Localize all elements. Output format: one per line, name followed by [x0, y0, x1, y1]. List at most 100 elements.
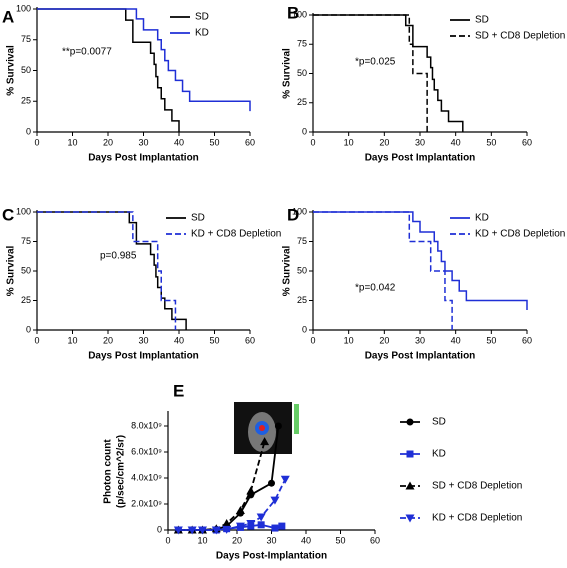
y-tick-label: 25 — [21, 96, 31, 106]
marker — [260, 437, 270, 446]
x-tick-label: 20 — [103, 137, 113, 147]
panel-letter: A — [2, 7, 14, 26]
x-tick-label: 60 — [522, 137, 532, 147]
x-tick-label: 10 — [197, 535, 207, 545]
y-tick-label: 50 — [297, 265, 307, 275]
marker — [222, 519, 232, 527]
x-axis-label: Days Post-Implantation — [216, 551, 327, 562]
marker — [235, 522, 245, 531]
x-axis-label: Days Post Implantation — [88, 351, 199, 362]
x-axis-label: Days Post Implantation — [365, 153, 476, 164]
annotation: *p=0.042 — [355, 283, 396, 294]
panel-letter: E — [173, 381, 184, 400]
marker — [274, 422, 282, 430]
x-tick-label: 40 — [174, 335, 184, 345]
legend-marker — [405, 481, 415, 490]
marker — [271, 524, 279, 532]
y-tick-label: 75 — [297, 236, 307, 246]
y-tick-label: 50 — [297, 68, 307, 78]
x-tick-label: 50 — [486, 137, 496, 147]
y-tick-label: 50 — [21, 65, 31, 75]
y-tick-label: 0 — [302, 126, 307, 136]
x-tick-label: 20 — [103, 335, 113, 345]
series-line — [313, 14, 464, 132]
marker — [280, 475, 290, 484]
legend-label: SD + CD8 Depletion — [475, 31, 565, 42]
marker — [246, 520, 256, 528]
series-line — [37, 211, 187, 330]
x-tick-label: 60 — [245, 335, 255, 345]
y-tick-label: 75 — [21, 236, 31, 246]
marker — [173, 526, 183, 535]
y-tick-label: 0 — [157, 524, 162, 534]
x-tick-label: 60 — [370, 535, 380, 545]
y-tick-label: 100 — [16, 206, 31, 216]
x-axis-label: Days Post Implantation — [365, 351, 476, 362]
panel-letter: B — [287, 3, 299, 22]
legend-label: SD — [191, 213, 205, 224]
y-tick-label: 0 — [302, 324, 307, 334]
x-tick-label: 10 — [344, 137, 354, 147]
marker — [222, 525, 232, 534]
x-tick-label: 0 — [165, 535, 170, 545]
y-tick-label: 75 — [297, 39, 307, 49]
x-tick-label: 10 — [67, 137, 77, 147]
y-tick-label: 100 — [292, 206, 307, 216]
marker — [211, 526, 221, 535]
panel-letter: D — [287, 205, 299, 224]
x-axis-label: Days Post Implantation — [88, 153, 199, 164]
y-tick-label: 100 — [292, 9, 307, 19]
x-tick-label: 10 — [67, 335, 77, 345]
marker — [268, 479, 275, 487]
x-tick-label: 40 — [451, 335, 461, 345]
series-line — [178, 478, 287, 531]
x-tick-label: 40 — [174, 137, 184, 147]
y-axis-label: Photon count — [103, 439, 114, 504]
legend-label: KD — [432, 449, 446, 460]
y-axis-label: (p/sec/cm^2/sr) — [116, 435, 127, 508]
legend-label: SD — [475, 15, 489, 26]
x-tick-label: 20 — [379, 137, 389, 147]
x-tick-label: 0 — [34, 335, 39, 345]
marker — [270, 496, 280, 505]
legend-label: KD — [195, 28, 209, 39]
marker — [235, 506, 245, 514]
panel-letter: C — [2, 205, 14, 224]
x-tick-label: 10 — [344, 335, 354, 345]
y-tick-label: 25 — [297, 295, 307, 305]
x-tick-label: 20 — [379, 335, 389, 345]
y-tick-label: 6.0x10⁹ — [131, 446, 162, 456]
annotation: *p=0.025 — [355, 57, 396, 68]
series-line — [313, 211, 528, 310]
y-tick-label: 100 — [16, 3, 31, 13]
y-tick-label: 0 — [26, 126, 31, 136]
series-line — [313, 211, 453, 330]
series-line — [313, 14, 428, 132]
x-tick-label: 60 — [245, 137, 255, 147]
y-axis-label: % Survival — [6, 45, 17, 96]
y-tick-label: 75 — [21, 34, 31, 44]
series-line — [37, 8, 180, 132]
x-tick-label: 0 — [34, 137, 39, 147]
legend-label: SD — [432, 417, 446, 428]
marker — [257, 521, 265, 529]
legend-label: KD + CD8 Depletion — [475, 229, 565, 240]
x-tick-label: 30 — [138, 137, 148, 147]
marker — [278, 522, 286, 530]
legend-marker — [406, 450, 414, 458]
x-tick-label: 50 — [335, 535, 345, 545]
x-tick-label: 50 — [486, 335, 496, 345]
legend-label: KD — [475, 213, 489, 224]
x-tick-label: 30 — [415, 137, 425, 147]
x-tick-label: 50 — [209, 335, 219, 345]
legend-label: KD + CD8 Depletion — [432, 513, 522, 524]
series-line — [178, 441, 266, 531]
legend-label: KD + CD8 Depletion — [191, 229, 281, 240]
y-tick-label: 25 — [297, 97, 307, 107]
legend-marker — [406, 418, 414, 426]
y-axis-label: % Survival — [282, 245, 293, 296]
y-tick-label: 4.0x10⁹ — [131, 472, 162, 482]
y-axis-label: % Survival — [282, 48, 293, 99]
x-tick-label: 60 — [522, 335, 532, 345]
